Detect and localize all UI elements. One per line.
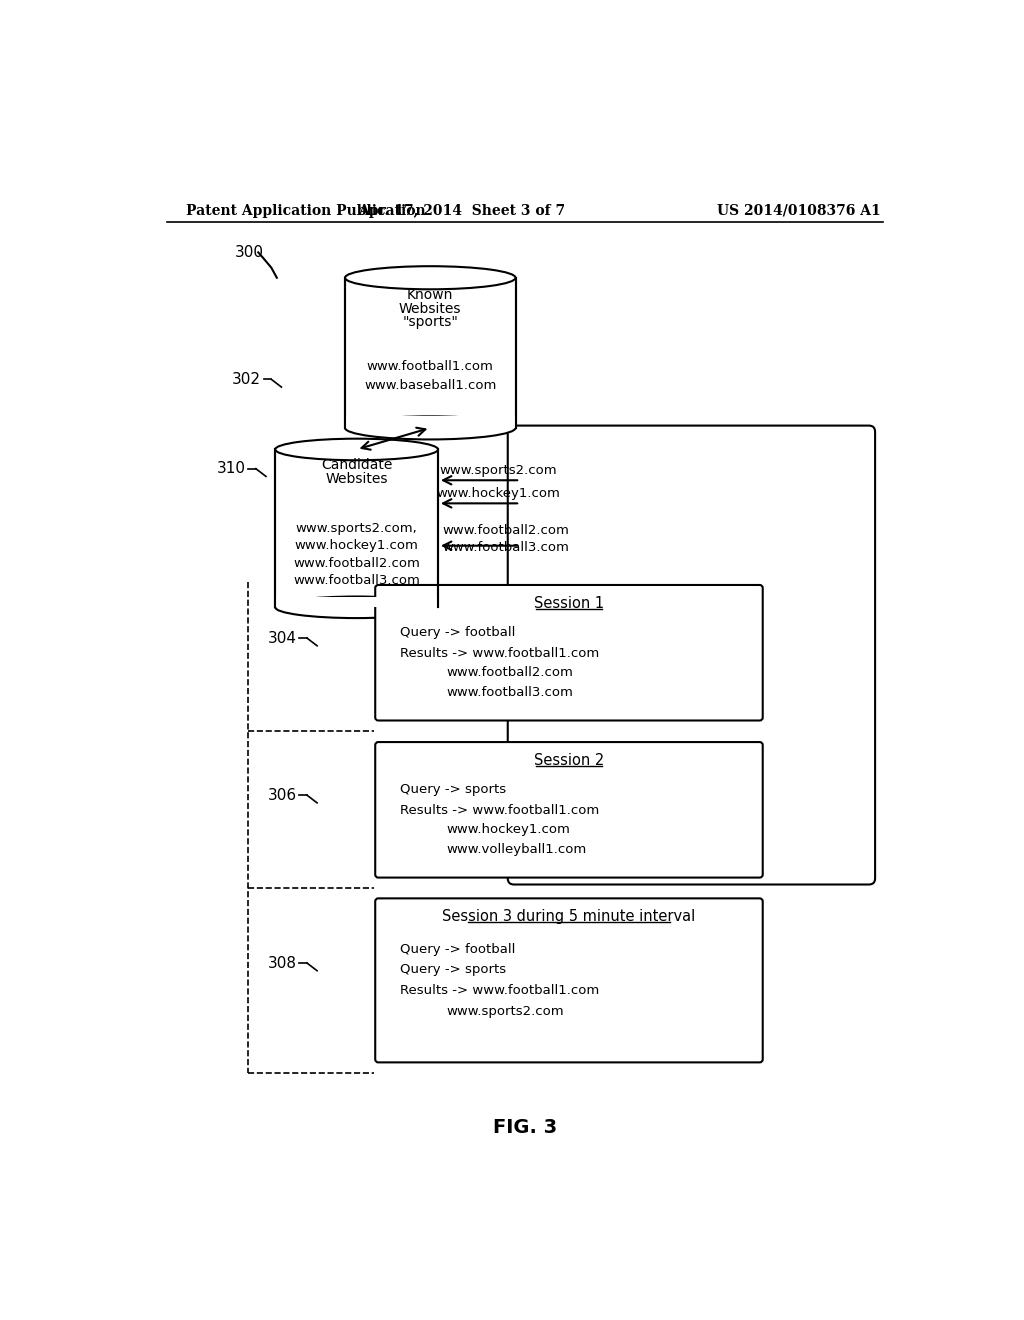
Bar bbox=[275, 450, 438, 607]
Text: www.sports2.com: www.sports2.com bbox=[439, 463, 557, 477]
Text: www.baseball1.com: www.baseball1.com bbox=[365, 379, 497, 392]
FancyBboxPatch shape bbox=[375, 899, 763, 1063]
Ellipse shape bbox=[275, 597, 438, 618]
Bar bbox=[275, 597, 438, 607]
Text: Query -> football: Query -> football bbox=[400, 626, 515, 639]
Bar bbox=[345, 277, 515, 428]
Text: 306: 306 bbox=[268, 788, 297, 803]
Text: www.football2.com: www.football2.com bbox=[442, 524, 569, 537]
Text: www.sports2.com: www.sports2.com bbox=[446, 1005, 564, 1018]
Ellipse shape bbox=[345, 416, 515, 440]
Text: Known: Known bbox=[408, 288, 454, 302]
Bar bbox=[345, 416, 515, 428]
Text: "sports": "sports" bbox=[402, 315, 458, 330]
Text: www.football2.com: www.football2.com bbox=[446, 667, 573, 680]
Text: FIG. 3: FIG. 3 bbox=[493, 1118, 557, 1137]
Text: www.football3.com: www.football3.com bbox=[293, 574, 420, 587]
Text: Websites: Websites bbox=[326, 471, 388, 486]
Text: www.football2.com: www.football2.com bbox=[293, 557, 420, 570]
Text: www.hockey1.com: www.hockey1.com bbox=[446, 824, 570, 837]
Text: US 2014/0108376 A1: US 2014/0108376 A1 bbox=[717, 203, 881, 218]
Text: Patent Application Publication: Patent Application Publication bbox=[186, 203, 426, 218]
FancyBboxPatch shape bbox=[375, 585, 763, 721]
Text: Session 3 during 5 minute interval: Session 3 during 5 minute interval bbox=[442, 909, 695, 924]
Text: 302: 302 bbox=[232, 372, 261, 387]
Text: www.volleyball1.com: www.volleyball1.com bbox=[446, 842, 587, 855]
Ellipse shape bbox=[345, 267, 515, 289]
Text: Session 2: Session 2 bbox=[534, 752, 604, 768]
Text: Apr. 17, 2014  Sheet 3 of 7: Apr. 17, 2014 Sheet 3 of 7 bbox=[357, 203, 565, 218]
FancyBboxPatch shape bbox=[375, 742, 763, 878]
Text: Results -> www.football1.com: Results -> www.football1.com bbox=[400, 647, 599, 660]
Text: Websites: Websites bbox=[399, 301, 462, 315]
Text: www.football1.com: www.football1.com bbox=[367, 360, 494, 372]
Text: Results -> www.football1.com: Results -> www.football1.com bbox=[400, 804, 599, 817]
Text: Candidate: Candidate bbox=[321, 458, 392, 471]
Text: www.hockey1.com: www.hockey1.com bbox=[295, 539, 419, 552]
Ellipse shape bbox=[275, 438, 438, 461]
Text: 310: 310 bbox=[217, 461, 246, 477]
Text: 304: 304 bbox=[268, 631, 297, 645]
Text: Query -> sports: Query -> sports bbox=[400, 962, 506, 975]
Text: www.hockey1.com: www.hockey1.com bbox=[436, 487, 560, 500]
Text: Query -> sports: Query -> sports bbox=[400, 783, 506, 796]
Text: 300: 300 bbox=[234, 244, 264, 260]
Text: Session 1: Session 1 bbox=[534, 595, 604, 611]
Text: www.football3.com: www.football3.com bbox=[446, 685, 573, 698]
Text: Results -> www.football1.com: Results -> www.football1.com bbox=[400, 983, 599, 997]
Text: www.football3.com: www.football3.com bbox=[442, 541, 569, 554]
Text: Query -> football: Query -> football bbox=[400, 942, 515, 956]
Text: www.sports2.com,: www.sports2.com, bbox=[296, 523, 418, 536]
Text: 308: 308 bbox=[268, 956, 297, 970]
